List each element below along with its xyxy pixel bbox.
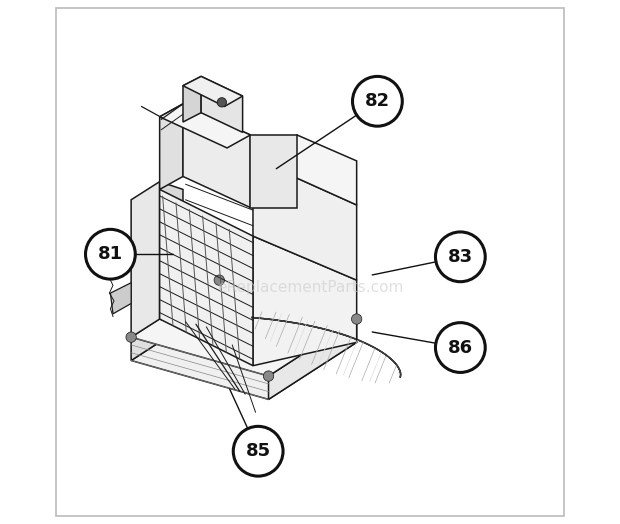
Circle shape bbox=[264, 371, 273, 381]
Text: 82: 82 bbox=[365, 92, 390, 110]
Polygon shape bbox=[110, 283, 131, 314]
Circle shape bbox=[352, 314, 362, 324]
Polygon shape bbox=[183, 104, 250, 208]
Polygon shape bbox=[160, 104, 250, 148]
Polygon shape bbox=[131, 303, 356, 399]
Polygon shape bbox=[253, 135, 356, 205]
Polygon shape bbox=[160, 182, 183, 327]
Circle shape bbox=[86, 230, 135, 279]
Polygon shape bbox=[253, 158, 356, 280]
Polygon shape bbox=[160, 104, 183, 189]
Polygon shape bbox=[160, 189, 253, 366]
Circle shape bbox=[435, 323, 485, 373]
Text: 86: 86 bbox=[448, 339, 473, 356]
Text: 85: 85 bbox=[246, 442, 271, 460]
Polygon shape bbox=[201, 77, 242, 133]
Polygon shape bbox=[131, 280, 219, 361]
Circle shape bbox=[214, 275, 224, 286]
Text: eReplacementParts.com: eReplacementParts.com bbox=[217, 280, 403, 296]
Circle shape bbox=[353, 77, 402, 126]
Polygon shape bbox=[131, 280, 356, 376]
Polygon shape bbox=[131, 182, 160, 337]
Polygon shape bbox=[250, 135, 297, 208]
Circle shape bbox=[233, 427, 283, 476]
Circle shape bbox=[126, 332, 136, 342]
Polygon shape bbox=[268, 319, 356, 399]
Circle shape bbox=[435, 232, 485, 282]
Polygon shape bbox=[183, 77, 242, 106]
Polygon shape bbox=[183, 77, 201, 122]
Polygon shape bbox=[251, 318, 401, 378]
Text: 81: 81 bbox=[98, 245, 123, 263]
Polygon shape bbox=[253, 236, 356, 366]
Circle shape bbox=[217, 97, 226, 107]
Text: 83: 83 bbox=[448, 248, 473, 266]
